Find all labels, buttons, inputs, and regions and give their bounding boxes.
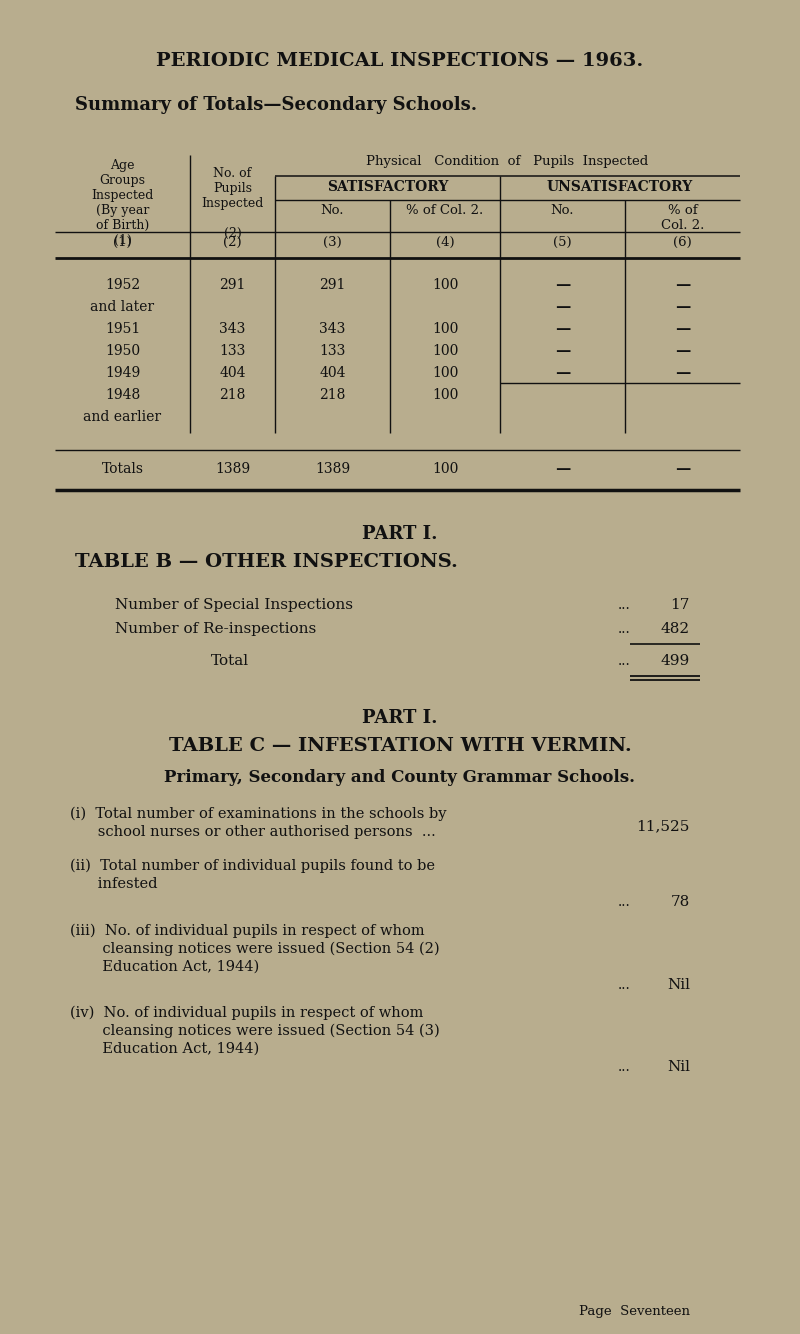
Text: Physical   Condition  of   Pupils  Inspected: Physical Condition of Pupils Inspected [366, 155, 648, 168]
Text: cleansing notices were issued (Section 54 (3): cleansing notices were issued (Section 5… [70, 1025, 440, 1038]
Text: 482: 482 [661, 622, 690, 636]
Text: Number of Re-inspections: Number of Re-inspections [115, 622, 316, 636]
Text: (4): (4) [436, 236, 454, 249]
Text: —: — [555, 462, 570, 476]
Text: UNSATISFACTORY: UNSATISFACTORY [547, 180, 693, 193]
Text: school nurses or other authorised persons  ...: school nurses or other authorised person… [70, 824, 436, 839]
Text: Age
Groups
Inspected
(By year
of Birth)
(1): Age Groups Inspected (By year of Birth) … [91, 159, 154, 247]
Text: 133: 133 [219, 344, 246, 358]
Text: ...: ... [618, 978, 630, 992]
Text: (3): (3) [323, 236, 342, 249]
Text: infested: infested [70, 876, 158, 891]
Text: ...: ... [618, 895, 630, 908]
Text: —: — [555, 321, 570, 336]
Text: 1949: 1949 [105, 366, 140, 380]
Text: —: — [675, 277, 690, 292]
Text: 218: 218 [319, 388, 346, 402]
Text: —: — [675, 462, 690, 476]
Text: 17: 17 [670, 598, 690, 612]
Text: 78: 78 [670, 895, 690, 908]
Text: Nil: Nil [667, 1061, 690, 1074]
Text: ...: ... [618, 654, 630, 668]
Text: (5): (5) [553, 236, 572, 249]
Text: Total: Total [211, 654, 249, 668]
Text: —: — [555, 344, 570, 358]
Text: Primary, Secondary and County Grammar Schools.: Primary, Secondary and County Grammar Sc… [165, 768, 635, 786]
Text: 100: 100 [432, 462, 458, 476]
Text: 100: 100 [432, 321, 458, 336]
Text: 343: 343 [219, 321, 246, 336]
Text: 1950: 1950 [105, 344, 140, 358]
Text: —: — [675, 366, 690, 380]
Text: (iv)  No. of individual pupils in respect of whom: (iv) No. of individual pupils in respect… [70, 1006, 423, 1021]
Text: SATISFACTORY: SATISFACTORY [327, 180, 448, 193]
Text: No.: No. [321, 204, 344, 217]
Text: (ii)  Total number of individual pupils found to be: (ii) Total number of individual pupils f… [70, 859, 435, 874]
Text: (iii)  No. of individual pupils in respect of whom: (iii) No. of individual pupils in respec… [70, 924, 425, 938]
Text: Nil: Nil [667, 978, 690, 992]
Text: (2): (2) [223, 236, 242, 249]
Text: 1948: 1948 [105, 388, 140, 402]
Text: 1951: 1951 [105, 321, 140, 336]
Text: Education Act, 1944): Education Act, 1944) [70, 1042, 259, 1057]
Text: 11,525: 11,525 [637, 819, 690, 832]
Text: —: — [675, 321, 690, 336]
Text: —: — [555, 277, 570, 292]
Text: and later: and later [90, 300, 154, 313]
Text: 100: 100 [432, 366, 458, 380]
Text: 100: 100 [432, 388, 458, 402]
Text: Education Act, 1944): Education Act, 1944) [70, 960, 259, 974]
Text: PERIODIC MEDICAL INSPECTIONS — 1963.: PERIODIC MEDICAL INSPECTIONS — 1963. [156, 52, 644, 69]
Text: —: — [555, 366, 570, 380]
Text: 100: 100 [432, 277, 458, 292]
Text: 291: 291 [319, 277, 346, 292]
Text: ...: ... [618, 1061, 630, 1074]
Text: (6): (6) [673, 236, 692, 249]
Text: TABLE C — INFESTATION WITH VERMIN.: TABLE C — INFESTATION WITH VERMIN. [169, 736, 631, 755]
Text: —: — [675, 344, 690, 358]
Text: 133: 133 [319, 344, 346, 358]
Text: Summary of Totals—Secondary Schools.: Summary of Totals—Secondary Schools. [75, 96, 477, 113]
Text: cleansing notices were issued (Section 54 (2): cleansing notices were issued (Section 5… [70, 942, 440, 956]
Text: 404: 404 [219, 366, 246, 380]
Text: % of Col. 2.: % of Col. 2. [406, 204, 484, 217]
Text: 343: 343 [319, 321, 346, 336]
Text: Totals: Totals [102, 462, 143, 476]
Text: Number of Special Inspections: Number of Special Inspections [115, 598, 353, 612]
Text: 1389: 1389 [215, 462, 250, 476]
Text: 218: 218 [219, 388, 246, 402]
Text: No.: No. [550, 204, 574, 217]
Text: and earlier: and earlier [83, 410, 162, 424]
Text: PART I.: PART I. [362, 708, 438, 727]
Text: ...: ... [618, 598, 630, 612]
Text: 291: 291 [219, 277, 246, 292]
Text: —: — [675, 300, 690, 313]
Text: No. of
Pupils
Inspected

(2): No. of Pupils Inspected (2) [202, 167, 264, 240]
Text: 404: 404 [319, 366, 346, 380]
Text: TABLE B — OTHER INSPECTIONS.: TABLE B — OTHER INSPECTIONS. [75, 554, 458, 571]
Text: % of
Col. 2.: % of Col. 2. [661, 204, 704, 232]
Text: (i)  Total number of examinations in the schools by: (i) Total number of examinations in the … [70, 807, 446, 822]
Text: 100: 100 [432, 344, 458, 358]
Text: 499: 499 [661, 654, 690, 668]
Text: (1): (1) [113, 236, 132, 249]
Text: —: — [555, 300, 570, 313]
Text: 1389: 1389 [315, 462, 350, 476]
Text: Page  Seventeen: Page Seventeen [579, 1305, 690, 1318]
Text: 1952: 1952 [105, 277, 140, 292]
Text: ...: ... [618, 622, 630, 636]
Text: PART I.: PART I. [362, 526, 438, 543]
